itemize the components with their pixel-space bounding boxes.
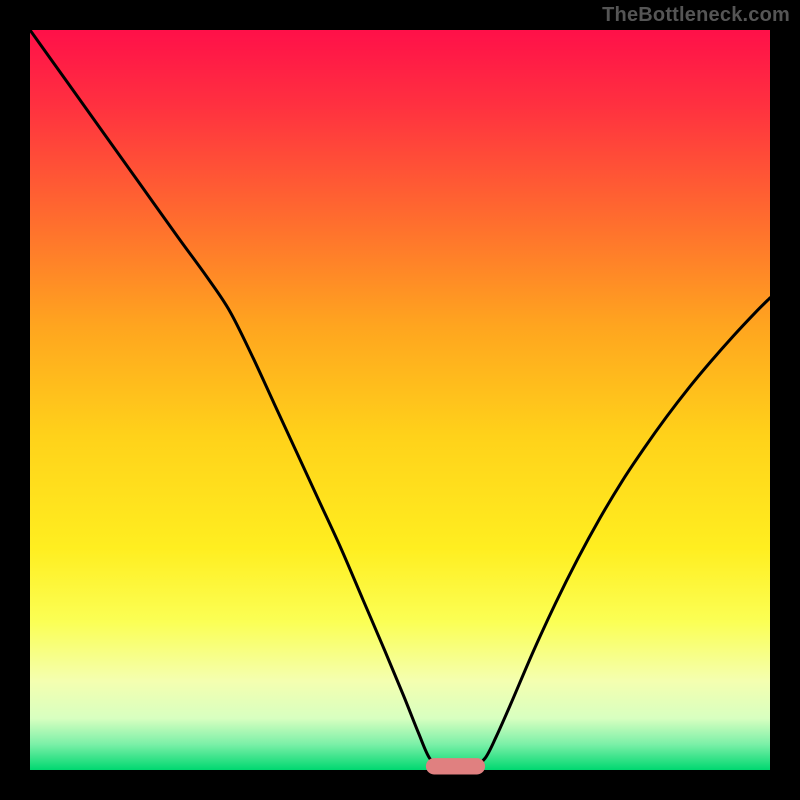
- watermark-label: TheBottleneck.com: [602, 4, 790, 27]
- chart-container: TheBottleneck.com: [0, 0, 800, 800]
- chart-background: [30, 30, 770, 770]
- bottleneck-chart: [0, 0, 800, 800]
- optimal-point-marker: [426, 758, 485, 774]
